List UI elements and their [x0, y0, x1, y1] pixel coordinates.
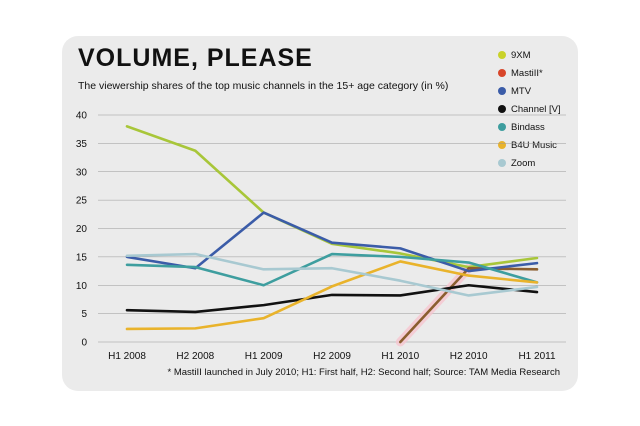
legend-swatch: [498, 87, 506, 95]
legend-label: 9XM: [511, 49, 531, 61]
x-tick-label: H1 2010: [381, 351, 419, 362]
series-line-mtv: [125, 211, 539, 273]
y-tick-label: 10: [76, 281, 88, 292]
legend-item: Zoom: [498, 154, 561, 172]
legend-item: MTV: [498, 82, 561, 100]
x-tick-label: H1 2008: [108, 351, 146, 362]
legend-swatch: [498, 141, 506, 149]
y-tick-label: 0: [81, 338, 87, 349]
x-tick-label: H2 2010: [450, 351, 488, 362]
chart-card: [62, 36, 578, 391]
series-line-b4u-music: [125, 260, 539, 331]
series-line-9xm: [125, 125, 539, 269]
legend-item: B4U Music: [498, 136, 561, 154]
x-tick-label: H1 2009: [245, 351, 283, 362]
legend-swatch: [498, 69, 506, 77]
chart-footnote: * MastiII launched in July 2010; H1: Fir…: [167, 367, 560, 378]
series-line-bindass: [125, 252, 539, 287]
y-tick-label: 35: [76, 139, 88, 150]
y-tick-label: 20: [76, 224, 88, 235]
chart-subtitle: The viewership shares of the top music c…: [78, 80, 449, 92]
legend-swatch: [498, 51, 506, 59]
y-tick-label: 15: [76, 252, 88, 263]
legend-item: Bindass: [498, 118, 561, 136]
legend-label: Channel [V]: [511, 103, 561, 115]
legend-item: MastiII*: [498, 64, 561, 82]
y-tick-label: 30: [76, 167, 88, 178]
legend-swatch: [498, 123, 506, 131]
y-tick-label: 40: [76, 111, 88, 122]
legend-swatch: [498, 159, 506, 167]
chart-title: VOLUME, PLEASE: [78, 44, 313, 72]
x-tick-label: H1 2011: [518, 351, 556, 362]
legend-label: Bindass: [511, 121, 545, 133]
series-line-mastiii: [399, 266, 539, 344]
y-tick-label: 25: [76, 196, 88, 207]
legend-item: Channel [V]: [498, 100, 561, 118]
legend-item: 9XM: [498, 46, 561, 64]
legend-label: B4U Music: [511, 139, 557, 151]
series-line-zoom: [125, 252, 539, 297]
legend-label: Zoom: [511, 157, 536, 169]
legend-label: MTV: [511, 85, 532, 97]
legend-label: MastiII*: [511, 67, 543, 79]
legend-swatch: [498, 105, 506, 113]
chart-legend: 9XM MastiII* MTV Channel [V] Bindass B4U Musi…: [498, 46, 561, 172]
x-tick-label: H2 2009: [313, 351, 351, 362]
series-line-channel-v: [125, 283, 539, 314]
y-tick-label: 5: [81, 309, 87, 320]
x-tick-label: H2 2008: [176, 351, 214, 362]
